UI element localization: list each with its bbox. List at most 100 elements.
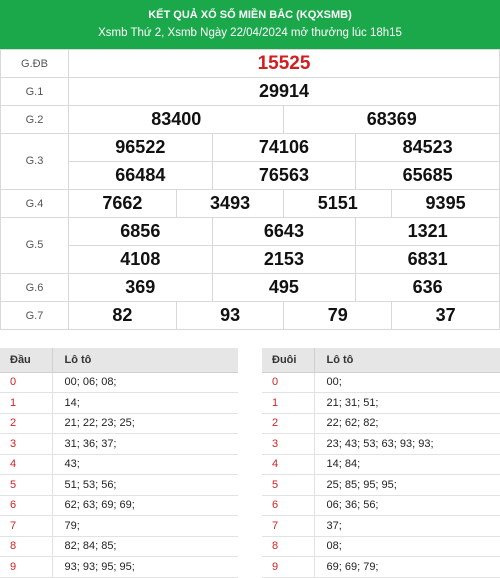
prize-number: 65685 <box>402 165 453 185</box>
dau-digit: 2 <box>0 413 52 434</box>
table-row: 8 82; 84; 85; <box>0 536 238 557</box>
prize-number: 369 <box>125 277 156 297</box>
duoi-digit: 6 <box>262 495 314 516</box>
prize-number: 5151 <box>317 193 358 213</box>
prize-number: 1321 <box>407 221 448 241</box>
special-prize-number: 15525 <box>257 52 311 74</box>
prize-row-g7: G.7 82 93 79 37 <box>0 301 500 330</box>
page-title: KẾT QUẢ XỔ SỐ MIỀN BẮC (KQXSMB) <box>148 9 352 21</box>
dau-digit: 6 <box>0 495 52 516</box>
prize-number: 93 <box>220 305 241 325</box>
table-row: 1 14; <box>0 392 238 414</box>
loto-values: 21; 31; 51; <box>313 392 500 414</box>
duoi-digit: 3 <box>262 433 314 455</box>
prize-number: 6643 <box>263 221 304 241</box>
dau-digit: 5 <box>0 474 52 496</box>
loto-values: 22; 62; 82; <box>313 413 500 434</box>
prize-row-g3: G.3 96522 74106 84523 <box>0 133 500 190</box>
prize-label: G.2 <box>0 105 69 134</box>
dau-digit: 1 <box>0 392 52 414</box>
loto-values: 43; <box>51 454 238 475</box>
prize-number: 74106 <box>258 137 309 157</box>
duoi-digit: 8 <box>262 536 314 557</box>
dau-digit: 3 <box>0 433 52 455</box>
duoi-digit: 7 <box>262 515 314 537</box>
prize-number: 495 <box>268 277 299 297</box>
loto-values: 25; 85; 95; 95; <box>313 474 500 496</box>
table-row: 7 79; <box>0 515 238 537</box>
loto-values: 62; 63; 69; 69; <box>51 495 238 516</box>
loto-values: 93; 93; 95; 95; <box>51 556 238 578</box>
prize-label: G.5 <box>0 217 69 274</box>
table-row: 8 08; <box>262 536 500 557</box>
table-row: 0 00; <box>262 372 500 393</box>
prize-label: G.ĐB <box>0 49 69 78</box>
prize-row-g3b: 66484 76563 65685 <box>1 161 500 190</box>
duoi-digit: 5 <box>262 474 314 496</box>
prize-label: G.7 <box>0 301 69 330</box>
prize-number: 6856 <box>120 221 161 241</box>
dau-digit: 8 <box>0 536 52 557</box>
duoi-digit: 4 <box>262 454 314 475</box>
dau-digit: 0 <box>0 372 52 393</box>
dau-digit: 7 <box>0 515 52 537</box>
prize-label: G.4 <box>0 189 69 218</box>
prize-row-g1: G.1 29914 <box>0 77 500 106</box>
table-row: 5 25; 85; 95; 95; <box>262 474 500 496</box>
prize-row-g5b: 4108 2153 6831 <box>1 245 500 274</box>
duoi-column-header: Đuôi <box>262 348 314 373</box>
loto-values: 14; 84; <box>313 454 500 475</box>
loto-values: 00; 06; 08; <box>51 372 238 393</box>
loto-values: 51; 53; 56; <box>51 474 238 496</box>
table-row: 9 93; 93; 95; 95; <box>0 556 238 578</box>
prize-number: 96522 <box>115 137 166 157</box>
prize-number: 66484 <box>115 165 166 185</box>
prize-row-g5: G.5 6856 6643 1321 <box>0 217 500 274</box>
duoi-digit: 0 <box>262 372 314 393</box>
results-table: G.ĐB 15525 G.1 29914 G.2 83400 68369 G.3… <box>0 49 500 330</box>
prize-number: 7662 <box>102 193 143 213</box>
table-row: 6 62; 63; 69; 69; <box>0 495 238 516</box>
table-row: 2 22; 62; 82; <box>262 413 500 434</box>
table-row: 1 21; 31; 51; <box>262 392 500 414</box>
prize-row-special: G.ĐB 15525 <box>0 49 500 78</box>
table-row: 0 00; 06; 08; <box>0 372 238 393</box>
prize-number: 4108 <box>120 249 161 269</box>
table-row: 4 43; <box>0 454 238 475</box>
dau-digit: 9 <box>0 556 52 578</box>
prize-number: 29914 <box>258 81 310 101</box>
dau-loto-table: Đầu Lô tô 0 00; 06; 08; 1 14; 2 21; 22; 23; 2… <box>0 348 238 578</box>
prize-label: G.3 <box>0 133 69 190</box>
table-row: 6 06; 36; 56; <box>262 495 500 516</box>
prize-number: 6831 <box>407 249 448 269</box>
loto-values: 69; 69; 79; <box>313 556 500 578</box>
dau-digit: 4 <box>0 454 52 475</box>
prize-number: 76563 <box>258 165 309 185</box>
prize-number: 68369 <box>366 109 417 129</box>
table-row: 3 31; 36; 37; <box>0 433 238 455</box>
loto-values: 00; <box>313 372 500 393</box>
loto-column-header: Lô tô <box>51 348 238 373</box>
results-header: KẾT QUẢ XỔ SỐ MIỀN BẮC (KQXSMB) Xsmb Thứ… <box>0 0 500 49</box>
prize-row-g6: G.6 369 495 636 <box>0 273 500 302</box>
duoi-digit: 2 <box>262 413 314 434</box>
prize-row-g2: G.2 83400 68369 <box>0 105 500 134</box>
prize-number: 2153 <box>263 249 304 269</box>
prize-number: 84523 <box>402 137 453 157</box>
loto-values: 06; 36; 56; <box>313 495 500 516</box>
table-row: 4 14; 84; <box>262 454 500 475</box>
loto-values: 14; <box>51 392 238 414</box>
table-row: 9 69; 69; 79; <box>262 556 500 578</box>
dau-column-header: Đầu <box>0 348 52 373</box>
prize-label: G.1 <box>0 77 69 106</box>
loto-values: 08; <box>313 536 500 557</box>
draw-subtitle: Xsmb Thứ 2, Xsmb Ngày 22/04/2024 mở thưở… <box>98 27 402 39</box>
loto-values: 82; 84; 85; <box>51 536 238 557</box>
loto-values: 21; 22; 23; 25; <box>51 413 238 434</box>
loto-values: 79; <box>51 515 238 537</box>
duoi-digit: 9 <box>262 556 314 578</box>
prize-number: 9395 <box>425 193 466 213</box>
prize-label: G.6 <box>0 273 69 302</box>
table-row: 7 37; <box>262 515 500 537</box>
prize-number: 79 <box>327 305 348 325</box>
